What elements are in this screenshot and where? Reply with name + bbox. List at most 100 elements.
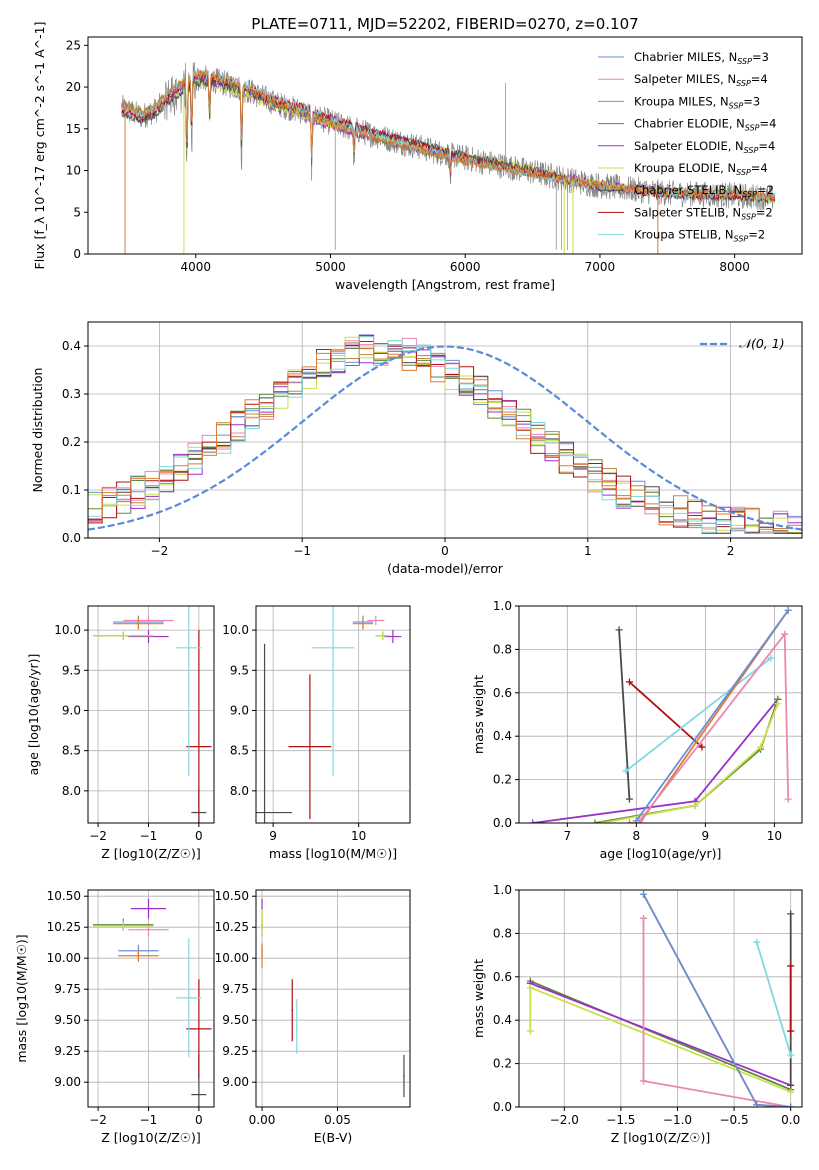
x-tick-label: 8000 [719, 260, 750, 274]
y-tick-label: 10 [66, 164, 81, 178]
spectrum-legend: Chabrier MILES, NSSP=3 Salpeter MILES, NS… [598, 50, 776, 244]
y-tick-label: 0.8 [493, 642, 512, 656]
weight-series-marker [753, 1101, 761, 1107]
y-tick-label: 15 [66, 122, 81, 136]
weight-series-marker [622, 767, 630, 775]
weight-series-line [601, 703, 779, 823]
x-tick-label: −2.0 [550, 1113, 579, 1127]
axes-frame [87, 605, 215, 824]
weight-series-marker [640, 890, 648, 898]
weight-series-marker [784, 795, 792, 803]
weight-series-marker [698, 743, 706, 751]
axes-frame [255, 889, 411, 1108]
legend-label: Kroupa MILES, NSSP=3 [634, 94, 760, 110]
weight-series-marker [774, 700, 782, 708]
y-tick-label: 9.00 [222, 1075, 249, 1089]
weight-series-marker [787, 962, 795, 970]
weight-series-marker [784, 606, 792, 614]
x-tick-label: −1.0 [663, 1113, 692, 1127]
x-axis-label: mass [log10(M/M☉)] [269, 846, 397, 861]
x-tick-label: −2 [151, 544, 169, 558]
weight-series-marker [787, 1081, 795, 1089]
y-tick-label: 10.0 [222, 623, 249, 637]
x-tick-label: 7000 [585, 260, 616, 274]
y-axis-label: age [log10(age/yr)] [26, 654, 41, 776]
y-tick-label: 1.0 [493, 599, 512, 613]
y-tick-label: 5 [73, 205, 81, 219]
legend-label: Chabrier ELODIE, NSSP=4 [634, 117, 776, 133]
y-tick-label: 0.2 [493, 773, 512, 787]
x-tick-label: 0.05 [324, 1113, 351, 1127]
y-tick-label: 0.6 [493, 970, 512, 984]
legend-label: Salpeter MILES, NSSP=4 [634, 72, 768, 88]
x-tick-label: 4000 [181, 260, 212, 274]
y-tick-label: 0.8 [493, 926, 512, 940]
x-tick-label: −0.5 [720, 1113, 749, 1127]
errorbar-plot-area [93, 898, 212, 1107]
x-axis-label: Z [log10(Z/Z☉)] [101, 846, 201, 861]
y-tick-label: 9.50 [222, 1013, 249, 1027]
y-tick-label: 0.1 [62, 483, 81, 497]
normal-curve [88, 345, 802, 531]
x-tick-label: 10 [351, 829, 366, 843]
y-tick-label: 10.25 [215, 920, 249, 934]
y-axis-label: mass [log10(M/M☉)] [14, 934, 29, 1062]
x-tick-label: 6000 [450, 260, 481, 274]
y-axis-label: Flux [f_λ 10^-17 erg cm^-2 s^-1 A^-1] [32, 22, 47, 270]
weight-series-line [532, 698, 779, 823]
residual-histogram [88, 342, 802, 530]
model-spectrum [121, 70, 775, 201]
model-spectrum [121, 73, 776, 203]
model-spectrum [121, 71, 776, 202]
x-tick-label: 0.00 [249, 1113, 276, 1127]
model-spectrum [121, 69, 776, 201]
spectrum-plot-area [121, 62, 776, 254]
weight-series-marker [640, 1077, 648, 1085]
y-tick-label: 0.0 [493, 816, 512, 830]
x-axis-label: Z [log10(Z/Z☉)] [611, 1130, 711, 1145]
weight-series-line [529, 986, 792, 1093]
weight-series-marker [787, 1051, 795, 1059]
weight-series-marker [632, 817, 640, 823]
weight-series-line [755, 941, 792, 1056]
legend-label: Chabrier MILES, NSSP=3 [634, 50, 769, 66]
weight-series-line [529, 982, 792, 1087]
y-tick-label: 10.00 [47, 951, 81, 965]
legend-label: Salpeter STELIB, NSSP=2 [634, 205, 773, 221]
x-tick-label: −2 [89, 1113, 107, 1127]
axes-frame [255, 605, 411, 824]
residuals-panel: −2 −1 0 1 2 0.0 0.1 0.2 0.3 0.4 (data-model)/error… [30, 321, 803, 576]
y-tick-label: 9.5 [62, 663, 81, 677]
weight-series-marker [591, 819, 599, 823]
weight-series-marker [625, 795, 633, 803]
axes-frame [87, 36, 803, 255]
x-tick-label: 9 [702, 829, 710, 843]
weight-series-line [625, 657, 772, 772]
weight-series-line [629, 609, 789, 823]
x-tick-label: 9 [269, 829, 277, 843]
y-tick-label: 0.2 [493, 1057, 512, 1071]
weight-series-marker [787, 1027, 795, 1035]
weight-series-marker [625, 678, 633, 686]
legend-label: Kroupa STELIB, NSSP=2 [634, 228, 765, 244]
y-tick-label: 9.50 [54, 1013, 81, 1027]
y-tick-label: 1.0 [493, 883, 512, 897]
axes-frame [518, 889, 803, 1108]
weight-series-line [642, 893, 791, 1107]
y-tick-label: 0.2 [62, 435, 81, 449]
y-axis-label: Normed distribution [30, 368, 45, 493]
x-tick-label: 8 [633, 829, 641, 843]
weight-series-marker [598, 819, 606, 823]
residuals-plot-area [88, 334, 802, 534]
y-axis-label: mass weight [471, 675, 486, 754]
x-tick-label: 1 [584, 544, 592, 558]
y-tick-label: 9.00 [54, 1075, 81, 1089]
y-tick-label: 9.5 [230, 663, 249, 677]
y-tick-label: 9.0 [62, 703, 81, 717]
legend-label: Salpeter ELODIE, NSSP=4 [634, 139, 775, 155]
y-tick-label: 10.0 [54, 623, 81, 637]
y-tick-label: 0.4 [62, 339, 81, 353]
y-tick-label: 0.6 [493, 686, 512, 700]
weight-series-marker [767, 654, 775, 662]
x-tick-label: −1 [293, 544, 311, 558]
